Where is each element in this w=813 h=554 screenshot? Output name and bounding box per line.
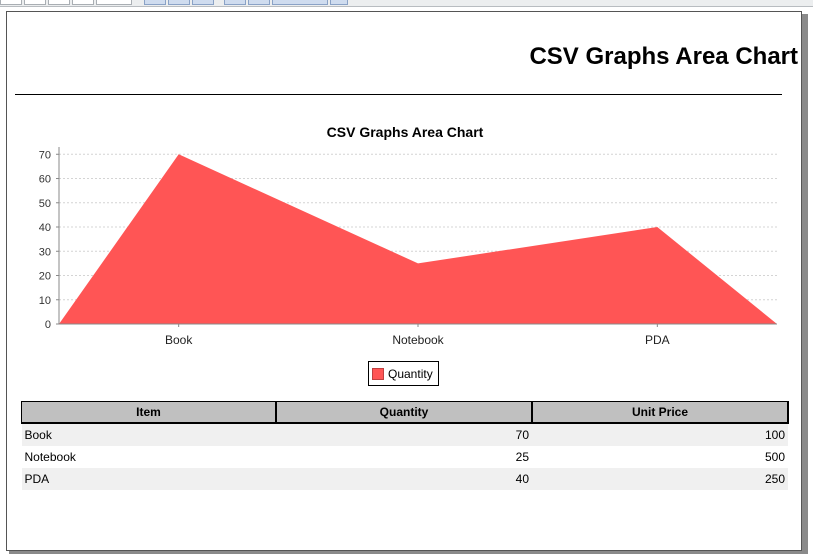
column-header-item[interactable]: Item — [22, 402, 277, 424]
cell-unit-price: 100 — [532, 423, 788, 446]
x-category-label: Book — [165, 333, 193, 347]
y-tick-label: 60 — [39, 174, 51, 186]
table-row: PDA 40 250 — [22, 468, 789, 490]
legend-swatch — [372, 368, 384, 380]
cell-quantity: 40 — [276, 468, 532, 490]
cell-item: PDA — [22, 468, 277, 490]
y-axis-ticks: 0 10 20 30 40 50 60 70 — [39, 149, 59, 331]
area-chart: CSV Graphs Area Chart 0 10 20 30 40 50 60 70 Bo… — [0, 0, 813, 400]
table-row: Notebook 25 500 — [22, 446, 789, 468]
y-tick-label: 20 — [39, 271, 51, 283]
table-row: Book 70 100 — [22, 423, 789, 446]
cell-unit-price: 500 — [532, 446, 788, 468]
y-tick-label: 50 — [39, 198, 51, 210]
x-category-label: PDA — [645, 333, 670, 347]
cell-item: Book — [22, 423, 277, 446]
table-header-row: Item Quantity Unit Price — [22, 402, 789, 424]
y-tick-label: 40 — [39, 222, 51, 234]
cell-item: Notebook — [22, 446, 277, 468]
data-table: Item Quantity Unit Price Book 70 100 Not… — [21, 401, 789, 490]
cell-unit-price: 250 — [532, 468, 788, 490]
y-tick-label: 30 — [39, 246, 51, 258]
series-area-layer — [59, 154, 777, 324]
y-tick-label: 10 — [39, 295, 51, 307]
cell-quantity: 25 — [276, 446, 532, 468]
cell-quantity: 70 — [276, 423, 532, 446]
column-header-unit-price[interactable]: Unit Price — [532, 402, 788, 424]
y-tick-label: 0 — [45, 319, 51, 331]
x-category-label: Notebook — [392, 333, 444, 347]
chart-title: CSV Graphs Area Chart — [327, 124, 484, 140]
chart-legend: Quantity — [368, 361, 439, 386]
x-axis-categories: Book Notebook PDA — [165, 324, 670, 347]
series-area-quantity — [59, 154, 777, 324]
y-tick-label: 70 — [39, 149, 51, 161]
legend-label: Quantity — [388, 367, 433, 381]
column-header-quantity[interactable]: Quantity — [276, 402, 532, 424]
